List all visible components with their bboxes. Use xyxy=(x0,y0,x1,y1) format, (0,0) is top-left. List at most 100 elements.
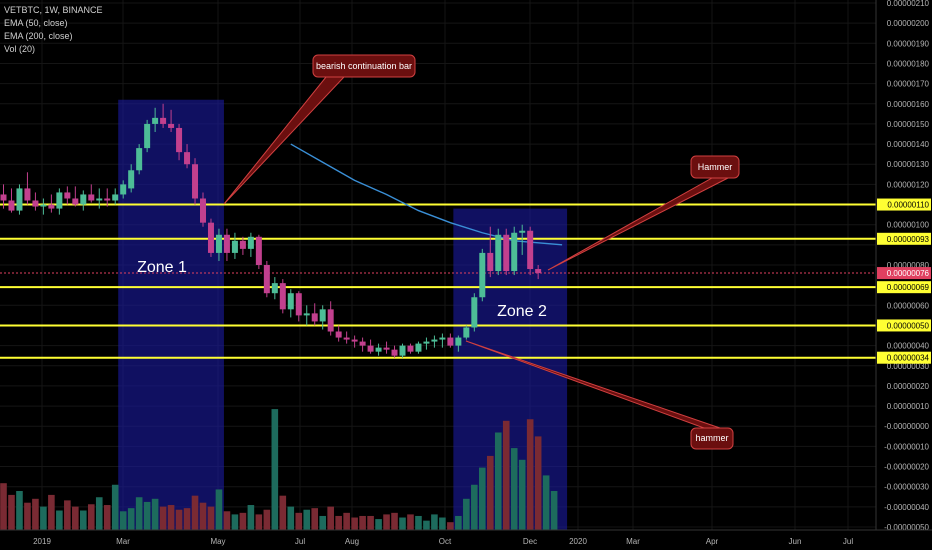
callout-box xyxy=(690,155,740,179)
volume-bar xyxy=(199,502,207,530)
time-tick-label: Aug xyxy=(345,537,359,546)
candle-body xyxy=(375,347,382,352)
level-price-tag xyxy=(877,198,931,211)
candle-body xyxy=(72,198,79,205)
price-tick-label: 0.00000040 xyxy=(887,342,930,351)
ema50-legend[interactable]: EMA (50, close) xyxy=(4,18,68,28)
volume-bar xyxy=(431,514,438,530)
price-tick-label: -0.00000010 xyxy=(884,442,929,451)
volume-bar xyxy=(207,506,215,530)
volume-bar xyxy=(303,509,311,530)
zone-label: Zone 1 xyxy=(137,259,187,276)
time-tick-label: Jul xyxy=(843,537,853,546)
candle-body xyxy=(511,232,518,272)
volume-bar xyxy=(415,515,422,530)
volume-bar xyxy=(16,491,23,530)
candle-body xyxy=(471,297,478,328)
candle-body xyxy=(96,198,103,201)
volume-bar xyxy=(271,409,279,530)
time-tick-label: Jun xyxy=(789,537,802,546)
callout-label: hammer xyxy=(695,433,728,443)
candle-body xyxy=(319,309,326,322)
volume-bar xyxy=(343,512,350,530)
volume-bar xyxy=(479,467,486,530)
candle-body xyxy=(16,188,23,211)
volume-bar xyxy=(111,484,119,530)
price-tick-label: 0.00000120 xyxy=(887,180,930,189)
ema200-legend[interactable]: EMA (200, close) xyxy=(4,31,73,41)
volume-bar xyxy=(471,484,478,530)
volume-bar xyxy=(167,505,175,530)
volume-bar xyxy=(335,515,342,530)
price-tick-label: -0.00000000 xyxy=(884,422,929,431)
candle-body xyxy=(56,192,63,209)
candle-body xyxy=(160,117,167,124)
price-tick-label: 0.00000160 xyxy=(887,100,930,109)
candle-body xyxy=(8,200,15,211)
time-tick-label: 2019 xyxy=(33,537,51,546)
vol-legend[interactable]: Vol (20) xyxy=(4,44,36,54)
candle-body xyxy=(168,123,175,128)
level-price-tag xyxy=(877,281,931,294)
volume-bar xyxy=(8,494,15,530)
candle-body xyxy=(176,127,183,153)
volume-bar xyxy=(383,514,390,530)
candle-body xyxy=(335,331,342,338)
volume-bar xyxy=(223,511,231,530)
candle-body xyxy=(24,188,31,201)
volume-bar xyxy=(151,498,159,530)
time-tick-label: Jul xyxy=(295,537,305,546)
candle-body xyxy=(423,341,430,344)
volume-bar xyxy=(239,512,247,530)
volume-bar xyxy=(287,506,295,530)
price-tick-label: -0.00000040 xyxy=(884,503,929,512)
volume-bar xyxy=(0,483,7,530)
candle-body xyxy=(144,123,151,149)
volume-bar xyxy=(455,515,462,530)
candle-body xyxy=(255,236,262,265)
volume-bar xyxy=(87,504,95,530)
price-tick-label: 0.00000140 xyxy=(887,140,930,149)
candle-body xyxy=(407,345,414,352)
zone-box xyxy=(118,99,224,530)
callout-arrow xyxy=(223,76,346,205)
volume-bar xyxy=(502,420,510,530)
volume-bar xyxy=(526,419,534,530)
candle-body xyxy=(88,194,95,201)
volume-bar xyxy=(40,506,47,530)
candle-body xyxy=(447,337,454,346)
volume-bar xyxy=(191,495,199,530)
volume-bar xyxy=(407,514,414,530)
candle-body xyxy=(439,337,446,340)
candle-body xyxy=(359,341,366,346)
candle-body xyxy=(231,240,238,253)
level-price-tag xyxy=(877,351,931,364)
level-price-tag xyxy=(877,319,931,332)
candle-body xyxy=(303,313,310,316)
volume-bar xyxy=(215,489,223,530)
symbol-title[interactable]: VETBTC, 1W, BINANCE xyxy=(4,5,103,15)
volume-bar xyxy=(175,509,183,530)
volume-bar xyxy=(518,459,526,530)
volume-bar xyxy=(311,508,319,530)
callout-arrow xyxy=(547,177,729,271)
candle-body xyxy=(367,345,374,352)
price-tick-label: 0.00000100 xyxy=(887,221,930,230)
volume-bar xyxy=(56,510,63,530)
volume-bar xyxy=(64,500,71,530)
volume-bar xyxy=(367,515,374,530)
candle-body xyxy=(279,283,286,310)
candle-body xyxy=(32,200,39,207)
candle-body xyxy=(311,313,318,322)
volume-bar xyxy=(255,514,263,530)
candle-body xyxy=(399,345,406,356)
price-tick-label: -0.00000020 xyxy=(884,463,929,472)
volume-bar xyxy=(119,511,127,530)
candle-body xyxy=(247,236,254,249)
volume-bar xyxy=(494,432,502,530)
candle-body xyxy=(455,337,462,346)
volume-bar xyxy=(183,508,191,530)
volume-bar xyxy=(351,517,358,530)
time-tick-label: 2020 xyxy=(569,537,587,546)
